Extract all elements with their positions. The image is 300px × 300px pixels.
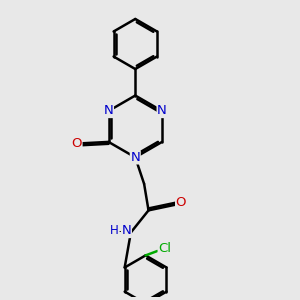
Text: H: H — [110, 224, 119, 238]
Text: O: O — [71, 137, 82, 150]
Text: N: N — [103, 104, 113, 118]
Text: N: N — [122, 224, 131, 238]
Text: N: N — [130, 151, 140, 164]
Text: O: O — [176, 196, 186, 209]
Text: H: H — [116, 226, 125, 239]
Text: H: H — [116, 226, 125, 239]
Text: N: N — [157, 104, 167, 118]
Text: Cl: Cl — [158, 242, 171, 254]
